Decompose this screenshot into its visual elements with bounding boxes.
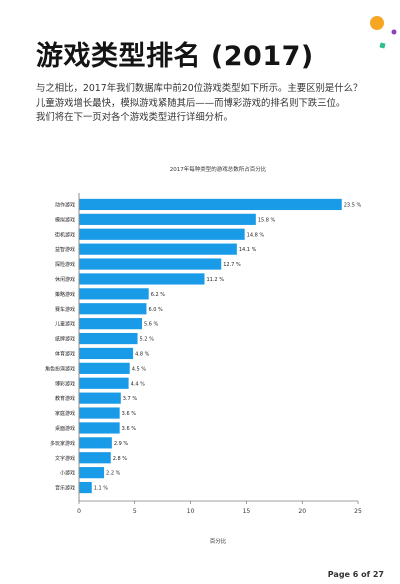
bar <box>79 213 256 225</box>
category-label: 益智游戏 <box>55 246 75 253</box>
value-label: 2.8 % <box>113 456 128 462</box>
x-tick-label: 5 <box>133 508 137 515</box>
x-tick-label: 25 <box>354 508 362 515</box>
chart-title: 2017年每种类型的游戏总数所占百分比 <box>170 165 267 173</box>
bar <box>79 407 120 419</box>
value-label: 4.5 % <box>132 366 147 372</box>
bar <box>79 467 105 479</box>
category-label: 探险游戏 <box>55 261 75 268</box>
bar <box>79 377 129 389</box>
bar-chart: 2017年每种类型的游戏总数所占百分比 0 5 10 15 20 25 动作游戏 23.5 %… <box>45 165 362 545</box>
plot-area: 0 5 10 15 20 25 动作游戏 23.5 % 模拟游戏 15.8 % 街机游戏 14.8 %… <box>45 193 362 515</box>
category-label: 儿童游戏 <box>55 321 75 328</box>
value-label: 12.7 % <box>223 262 241 268</box>
decorative-orange-circle <box>370 16 384 30</box>
category-label: 纸牌游戏 <box>55 336 75 343</box>
bar <box>79 273 205 285</box>
value-label: 3.6 % <box>122 411 137 417</box>
category-label: 赛车游戏 <box>55 306 75 313</box>
bar <box>79 392 121 404</box>
category-label: 文字游戏 <box>55 455 75 462</box>
value-label: 14.1 % <box>239 247 257 253</box>
value-label: 3.7 % <box>123 396 138 402</box>
category-label: 动作游戏 <box>55 201 75 208</box>
decorative-shapes <box>370 16 397 49</box>
bar <box>79 258 222 270</box>
bar <box>79 422 120 434</box>
x-tick-label: 10 <box>187 508 195 515</box>
value-label: 3.6 % <box>122 426 137 432</box>
page-title: 游戏类型排名 (2017) <box>36 41 314 72</box>
x-tick-label: 0 <box>77 508 81 515</box>
category-label: 休闲游戏 <box>55 276 75 283</box>
value-label: 4.4 % <box>131 381 146 387</box>
category-label: 角色扮演游戏 <box>45 365 75 372</box>
decorative-green-square <box>379 42 386 49</box>
category-label: 桌面游戏 <box>55 425 75 432</box>
value-label: 2.2 % <box>106 471 121 477</box>
bar <box>79 437 112 449</box>
category-label: 模拟游戏 <box>55 216 75 223</box>
value-label: 5.2 % <box>140 337 155 343</box>
category-label: 体育游戏 <box>55 350 75 357</box>
value-label: 14.8 % <box>247 232 265 238</box>
value-label: 2.9 % <box>114 441 129 447</box>
intro-line-3: 我们将在下一页对各个游戏类型进行详细分析。 <box>36 112 233 123</box>
category-label: 小游戏 <box>60 470 75 477</box>
value-label: 15.8 % <box>258 217 276 223</box>
category-label: 教育游戏 <box>55 395 75 402</box>
intro-line-2: 儿童游戏增长最快，模拟游戏紧随其后——而博彩游戏的排名则下跌三位。 <box>36 97 346 109</box>
bar <box>79 332 138 345</box>
value-label: 1.1 % <box>94 486 109 492</box>
bar <box>79 288 149 300</box>
page-number: Page 6 of 27 <box>327 570 384 579</box>
value-label: 5.6 % <box>144 322 159 328</box>
value-label: 23.5 % <box>344 202 362 208</box>
bar <box>79 362 130 374</box>
bar <box>79 318 142 330</box>
value-label: 6.2 % <box>151 292 166 298</box>
decorative-purple-dot <box>391 29 397 35</box>
bar <box>79 243 237 255</box>
x-tick-label: 20 <box>298 508 306 515</box>
bar <box>79 481 92 494</box>
value-label: 11.2 % <box>206 277 224 283</box>
category-label: 家庭游戏 <box>55 410 75 417</box>
category-label: 多玩家游戏 <box>50 440 75 447</box>
bar <box>79 303 147 315</box>
category-label: 策略游戏 <box>55 291 75 298</box>
category-label: 街机游戏 <box>55 231 75 238</box>
x-tick-label: 15 <box>243 508 251 515</box>
bar <box>79 228 245 240</box>
bar <box>79 347 134 360</box>
value-label: 6.0 % <box>148 307 163 313</box>
category-label: 音乐游戏 <box>55 485 75 492</box>
intro-text: 与之相比，2017年我们数据库中前20位游戏类型如下所示。主要区别是什么？ 儿童… <box>36 82 366 126</box>
intro-line-1: 与之相比，2017年我们数据库中前20位游戏类型如下所示。主要区别是什么？ <box>36 83 363 94</box>
category-label: 博彩游戏 <box>55 380 75 387</box>
value-label: 4.8 % <box>135 351 150 357</box>
bar <box>79 198 342 211</box>
x-axis-label: 百分比 <box>210 537 227 545</box>
bar <box>79 452 111 464</box>
